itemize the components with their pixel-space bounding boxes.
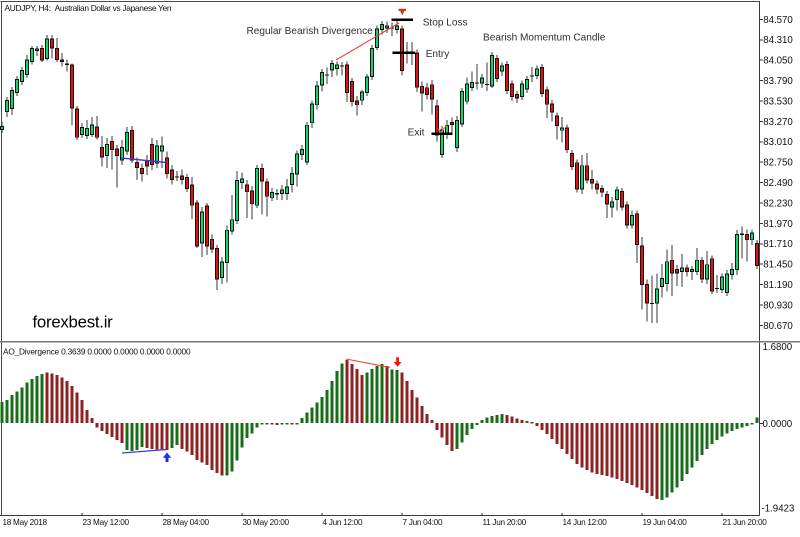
svg-text:83.790: 83.790	[763, 76, 793, 87]
svg-text:Regular Bearish Divergence: Regular Bearish Divergence	[247, 26, 374, 37]
svg-text:0.0000: 0.0000	[763, 419, 793, 430]
svg-text:84.310: 84.310	[763, 35, 793, 46]
svg-text:82.490: 82.490	[763, 178, 793, 189]
svg-text:-1.9423: -1.9423	[762, 504, 795, 515]
svg-text:19 Jun 04:00: 19 Jun 04:00	[643, 518, 688, 527]
svg-text:Stop Loss: Stop Loss	[423, 17, 468, 28]
svg-text:81.710: 81.710	[763, 239, 793, 250]
svg-text:AUDJPY, H4: Australian Dollar: AUDJPY, H4: Australian Dollar vs Japanes…	[5, 3, 172, 13]
svg-text:forexbest.ir: forexbest.ir	[33, 313, 114, 332]
svg-text:83.010: 83.010	[763, 137, 793, 148]
svg-text:4 Jun 12:00: 4 Jun 12:00	[323, 518, 363, 527]
svg-text:Bearish Momentum Candle: Bearish Momentum Candle	[483, 33, 606, 44]
svg-text:81.970: 81.970	[763, 219, 793, 230]
svg-text:84.050: 84.050	[763, 56, 793, 67]
svg-text:82.230: 82.230	[763, 198, 793, 209]
svg-text:11 Jun 20:00: 11 Jun 20:00	[483, 518, 527, 527]
svg-text:7 Jun 04:00: 7 Jun 04:00	[403, 518, 443, 527]
svg-text:81.450: 81.450	[763, 260, 793, 271]
svg-text:80.670: 80.670	[763, 321, 793, 332]
svg-text:82.750: 82.750	[763, 158, 793, 169]
svg-text:81.190: 81.190	[763, 280, 793, 291]
svg-text:14 Jun 12:00: 14 Jun 12:00	[563, 518, 608, 527]
svg-text:84.570: 84.570	[763, 15, 793, 26]
svg-text:AO_Divergence 0.3639 0.0000 0.: AO_Divergence 0.3639 0.0000 0.0000 0.000…	[3, 347, 191, 357]
svg-text:23 May 12:00: 23 May 12:00	[83, 518, 130, 527]
svg-text:18 May 2018: 18 May 2018	[3, 518, 48, 527]
svg-text:28 May 04:00: 28 May 04:00	[163, 518, 210, 527]
svg-text:80.930: 80.930	[763, 300, 793, 311]
svg-text:21 Jun 20:00: 21 Jun 20:00	[723, 518, 768, 527]
svg-text:30 May 20:00: 30 May 20:00	[243, 518, 290, 527]
svg-text:Exit: Exit	[408, 127, 425, 138]
svg-text:Entry: Entry	[426, 49, 451, 60]
svg-text:83.270: 83.270	[763, 117, 793, 128]
svg-text:1.6800: 1.6800	[763, 342, 793, 353]
svg-text:83.530: 83.530	[763, 96, 793, 107]
